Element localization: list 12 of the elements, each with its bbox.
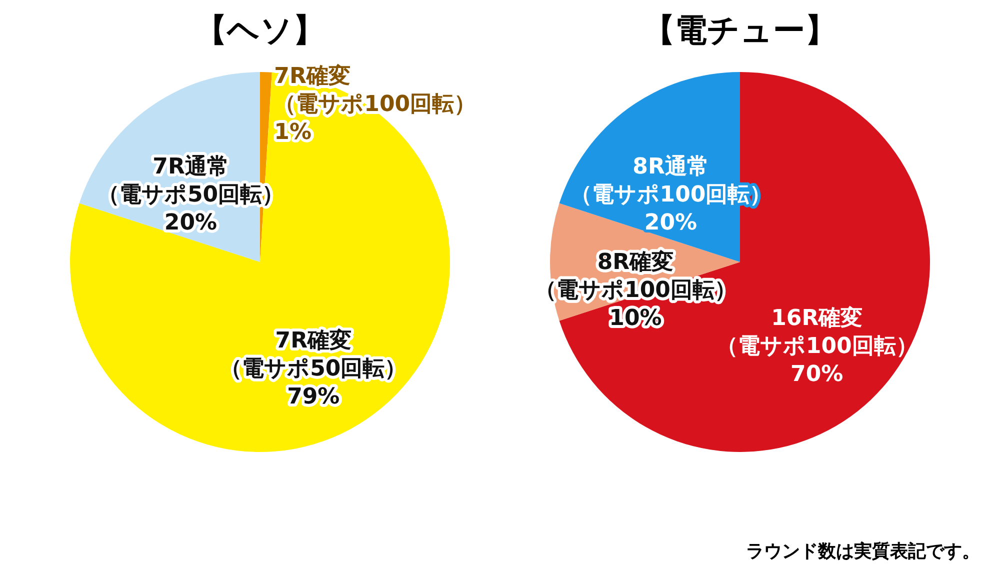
text: ラウンド数は実質表記です。 [746,540,980,563]
chart-title: 【電チュー】 [643,11,837,49]
slice-label: 16R確変（電サポ100回転） [716,304,918,359]
data-label: 20% [164,210,218,236]
slice-label: 7R確変（電サポ50回転） [220,328,407,382]
data-label: 10% [609,306,662,331]
pie-slice [559,72,930,452]
data-label: 20% [644,210,698,236]
data-label: 79% [287,384,340,410]
chart-title: 【ヘソ】 [195,11,325,49]
data-label: 70% [790,362,844,387]
data-label: 1% [274,120,312,146]
